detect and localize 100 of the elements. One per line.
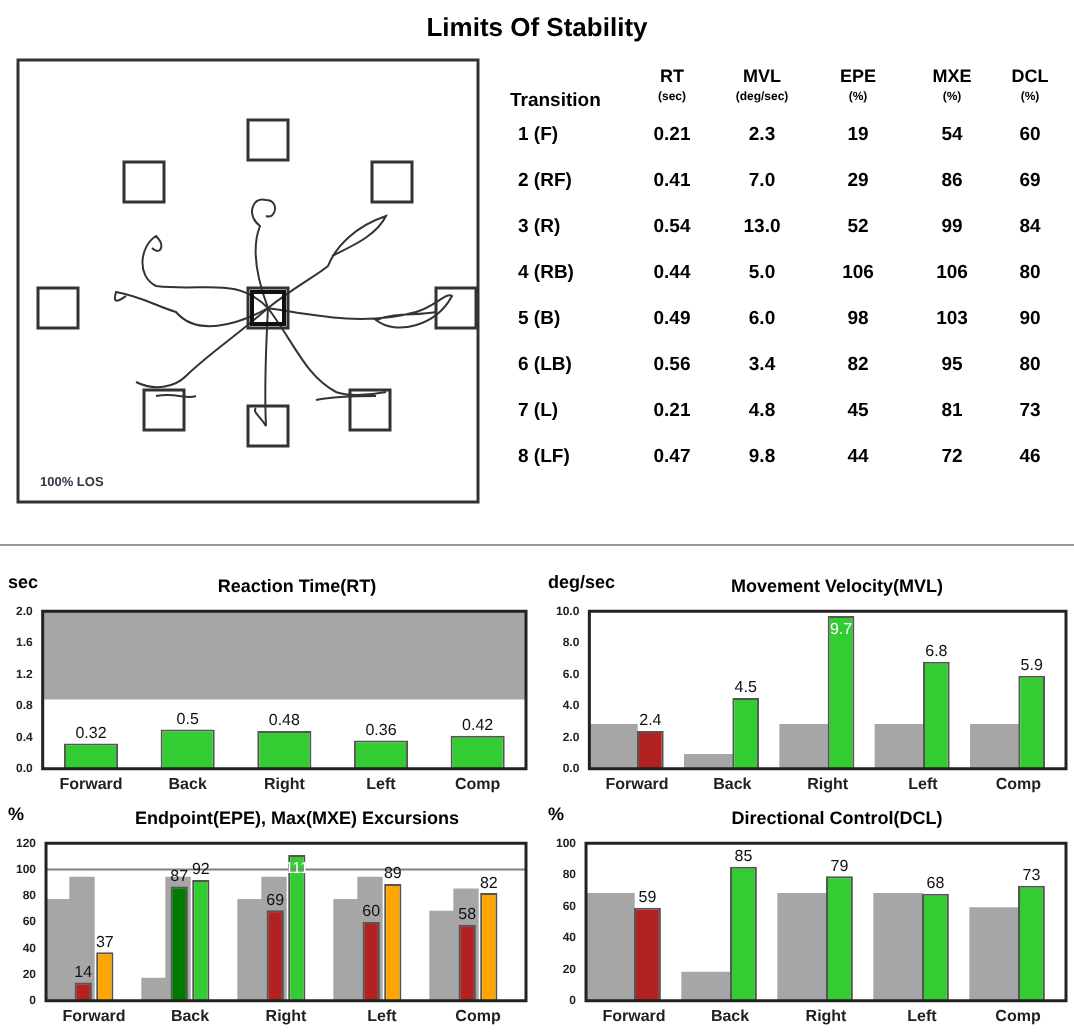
- chart-title: Directional Control(DCL): [729, 808, 945, 828]
- bar: [586, 892, 635, 1001]
- y-axis-title: sec: [8, 572, 39, 592]
- data-label: 84: [1017, 216, 1043, 238]
- y-tick-label: 3 (R): [518, 216, 561, 238]
- x-tick-label: Right: [265, 1006, 308, 1025]
- data-label: 5.0: [746, 262, 778, 284]
- data-label: 9.8: [746, 446, 778, 468]
- data-label: 98: [845, 308, 871, 330]
- data-label: 4.5: [734, 678, 758, 697]
- data-label: 68: [926, 874, 946, 893]
- data-label: 2.4: [639, 711, 663, 730]
- data-label: 86: [939, 170, 965, 192]
- data-label: 0.36: [365, 720, 398, 739]
- x-tick-label: Comp: [455, 1006, 501, 1025]
- y-tick-label: 6 (LB): [518, 354, 572, 376]
- data-label: 90: [1017, 308, 1043, 330]
- data-label: 52: [845, 216, 871, 238]
- y-tick-label: 2 (RF): [518, 170, 572, 192]
- x-tick-label: Forward: [62, 1006, 126, 1025]
- x-tick-label: Back: [710, 1006, 751, 1025]
- x-tick-label: Left: [908, 774, 939, 793]
- data-label: 73: [1022, 866, 1042, 885]
- data-label: 73: [1017, 400, 1043, 422]
- y-tick-label: 7 (L): [518, 400, 559, 422]
- data-label: 7.0: [746, 170, 778, 192]
- data-label: 0.21: [651, 124, 693, 146]
- x-tick-label: Right: [805, 1006, 848, 1025]
- data-label: 82: [479, 873, 499, 892]
- data-label: 2.3: [746, 124, 778, 146]
- y-axis-title: Transition: [510, 90, 601, 112]
- bar: [589, 724, 638, 769]
- data-label: 0.5: [176, 709, 200, 728]
- x-tick-label: Comp: [995, 1006, 1041, 1025]
- chart-title: Movement Velocity(MVL): [730, 576, 944, 596]
- x-tick-label: Left: [367, 1006, 398, 1025]
- data-label: 95: [939, 354, 965, 376]
- data-label: 9.7: [829, 620, 854, 639]
- data-label: 0.44: [651, 262, 693, 284]
- data-label: 13.0: [741, 216, 783, 238]
- y-tick-label: 1 (F): [518, 124, 559, 146]
- data-label: 106: [934, 262, 970, 284]
- y-tick-label: 8 (LF): [518, 446, 570, 468]
- bar: [681, 971, 731, 1001]
- data-label: 92: [191, 860, 211, 879]
- y-tick-label: 5 (B): [518, 308, 561, 330]
- data-label: 0.41: [651, 170, 693, 192]
- y-axis-title: %: [8, 804, 25, 824]
- x-tick-label: Left: [366, 774, 397, 793]
- data-label: 69: [1017, 170, 1043, 192]
- x-tick-label: Forward: [605, 774, 669, 793]
- data-label: 59: [638, 888, 658, 907]
- bar: [969, 907, 1019, 1001]
- data-label: 81: [939, 400, 965, 422]
- data-label: 6.8: [925, 642, 949, 661]
- x-tick-label: Forward: [602, 1006, 666, 1025]
- data-label: 89: [383, 864, 403, 883]
- data-label: 85: [734, 847, 754, 866]
- y-tick-label: 4 (RB): [518, 262, 574, 284]
- data-label: 82: [845, 354, 871, 376]
- data-label: 29: [845, 170, 871, 192]
- x-tick-label: Back: [713, 774, 753, 793]
- data-label: 87: [170, 866, 190, 885]
- data-label: 0.49: [651, 308, 693, 330]
- data-label: 6.0: [746, 308, 778, 330]
- data-label: 19: [845, 124, 871, 146]
- data-label: 69: [266, 890, 286, 909]
- x-tick-label: Right: [263, 774, 306, 793]
- data-label: 60: [1017, 124, 1043, 146]
- data-label: 80: [1017, 354, 1043, 376]
- data-label: 99: [939, 216, 965, 238]
- data-label: 0.32: [75, 723, 108, 742]
- y-axis-title: %: [548, 804, 565, 824]
- x-tick-label: Comp: [995, 774, 1042, 793]
- y-axis-title: deg/sec: [548, 572, 616, 592]
- x-tick-label: Comp: [455, 774, 501, 793]
- x-tick-label: Back: [170, 1006, 211, 1025]
- data-label: 46: [1017, 446, 1043, 468]
- x-tick-label: Back: [168, 774, 208, 793]
- data-label: 37: [95, 932, 115, 951]
- data-label: 0.48: [268, 711, 301, 730]
- data-label: 45: [845, 400, 871, 422]
- data-label: 44: [845, 446, 871, 468]
- bar: [873, 892, 923, 1001]
- data-label: 14: [74, 962, 94, 981]
- data-label: 72: [939, 446, 965, 468]
- data-label: 0.42: [462, 716, 495, 735]
- x-tick-label: Right: [807, 774, 849, 793]
- data-label: 79: [830, 856, 850, 875]
- data-label: 0.21: [651, 400, 693, 422]
- data-label: 54: [939, 124, 965, 146]
- data-label: 0.47: [651, 446, 693, 468]
- data-label: 60: [362, 902, 382, 921]
- data-label: 0.56: [651, 354, 693, 376]
- chart-title: Reaction Time(RT): [215, 576, 379, 596]
- bar: [874, 724, 924, 769]
- chart-title: Limits Of Stability: [424, 12, 650, 42]
- data-label: 0.54: [651, 216, 693, 238]
- chart-title: Endpoint(EPE), Max(MXE) Excursions: [132, 808, 462, 828]
- bar: [779, 724, 829, 769]
